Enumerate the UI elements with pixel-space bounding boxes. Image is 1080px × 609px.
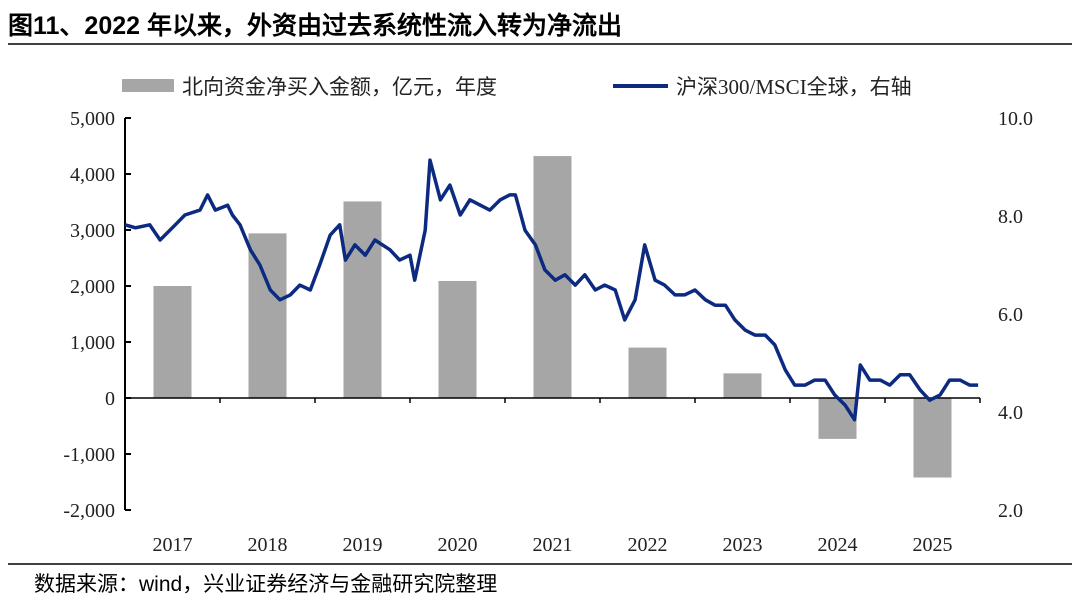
bar-2025 [913, 398, 952, 478]
left-tick-label: 3,000 [70, 220, 115, 242]
legend-bar-label: 北向资金净买入金额，亿元，年度 [182, 75, 497, 99]
bar-2017 [153, 286, 192, 398]
legend-line-label: 沪深300/MSCI全球，右轴 [676, 75, 912, 99]
x-tick-label: 2020 [438, 534, 478, 556]
bar-2024 [818, 398, 857, 439]
source-note: 数据来源：wind，兴业证券经济与金融研究院整理 [34, 573, 498, 596]
x-tick-label: 2024 [818, 534, 858, 556]
left-tick-label: -1,000 [63, 444, 115, 466]
x-tick-label: 2023 [723, 534, 763, 556]
series-line-hs300-msci [124, 158, 979, 422]
left-tick-label: -2,000 [63, 500, 115, 522]
x-tick-label: 2021 [533, 534, 573, 556]
x-tick-label: 2017 [153, 534, 193, 556]
x-tick-label: 2018 [248, 534, 288, 556]
right-tick-label: 4.0 [998, 402, 1023, 424]
bar-2018 [248, 233, 287, 398]
right-tick-label: 2.0 [998, 500, 1023, 522]
bar-2023 [723, 373, 762, 398]
right-tick-label: 8.0 [998, 206, 1023, 228]
left-tick-label: 0 [105, 388, 115, 410]
bar-2019 [343, 201, 382, 398]
left-tick-label: 5,000 [70, 108, 115, 130]
legend-bar-swatch [122, 79, 174, 92]
x-tick-label: 2025 [913, 534, 953, 556]
x-tick-label: 2022 [628, 534, 668, 556]
left-tick-label: 4,000 [70, 164, 115, 186]
chart-title: 图11、2022 年以来，外资由过去系统性流入转为净流出 [8, 12, 622, 40]
x-tick-label: 2019 [343, 534, 383, 556]
bar-2022 [628, 347, 667, 398]
right-tick-label: 6.0 [998, 304, 1023, 326]
left-tick-label: 1,000 [70, 332, 115, 354]
left-tick-label: 2,000 [70, 276, 115, 298]
bar-2020 [438, 280, 477, 398]
right-tick-label: 10.0 [998, 108, 1033, 130]
